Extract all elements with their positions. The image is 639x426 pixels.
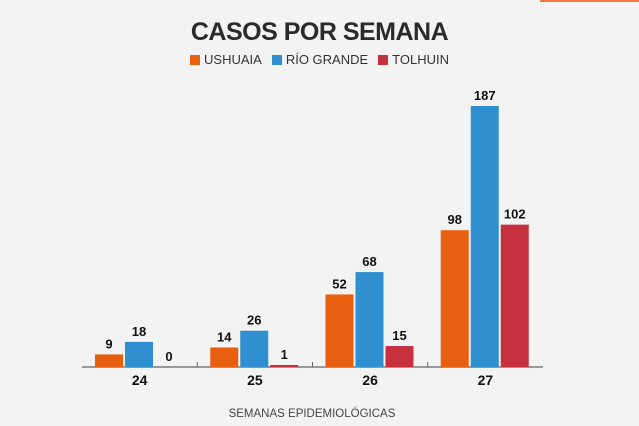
data-label: 0 [165, 349, 172, 364]
bar [95, 354, 123, 367]
legend: USHUAIA RÍO GRANDE TOLHUIN [0, 52, 639, 67]
bar [325, 294, 354, 367]
data-label: 102 [504, 207, 526, 222]
accent-line [540, 0, 639, 2]
legend-item: RÍO GRANDE [271, 52, 369, 67]
data-label: 9 [105, 336, 112, 351]
bar [125, 341, 153, 367]
legend-swatch [271, 55, 282, 65]
data-label: 14 [217, 329, 232, 344]
bar [210, 347, 239, 367]
x-axis-label: SEMANAS EPIDEMIOLÓGICAS [229, 407, 396, 420]
bar [240, 330, 269, 367]
bar [440, 230, 469, 367]
bar [500, 224, 529, 367]
bar [355, 272, 384, 367]
bar [270, 365, 299, 367]
data-label: 26 [247, 313, 261, 328]
bar [385, 346, 414, 367]
x-tick-label: 26 [362, 372, 378, 388]
chart-title: CASOS POR SEMANA [190, 18, 449, 46]
data-label: 18 [132, 324, 146, 339]
x-tick-label: 27 [478, 372, 494, 388]
x-tick-label: 25 [247, 372, 263, 388]
data-label: 187 [474, 88, 496, 103]
data-label: 98 [448, 212, 462, 227]
legend-swatch [378, 55, 389, 65]
data-label: 1 [281, 347, 288, 362]
legend-label: TOLHUIN [392, 52, 449, 67]
x-tick-label: 24 [132, 372, 148, 388]
legend-label: USHUAIA [204, 52, 262, 67]
legend-swatch [190, 55, 201, 65]
data-label: 15 [392, 328, 406, 343]
legend-label: RÍO GRANDE [285, 52, 369, 67]
legend-item: TOLHUIN [378, 52, 449, 67]
legend-item: USHUAIA [190, 52, 262, 67]
data-label: 68 [362, 254, 376, 269]
data-label: 52 [332, 276, 346, 291]
bar [470, 106, 499, 367]
